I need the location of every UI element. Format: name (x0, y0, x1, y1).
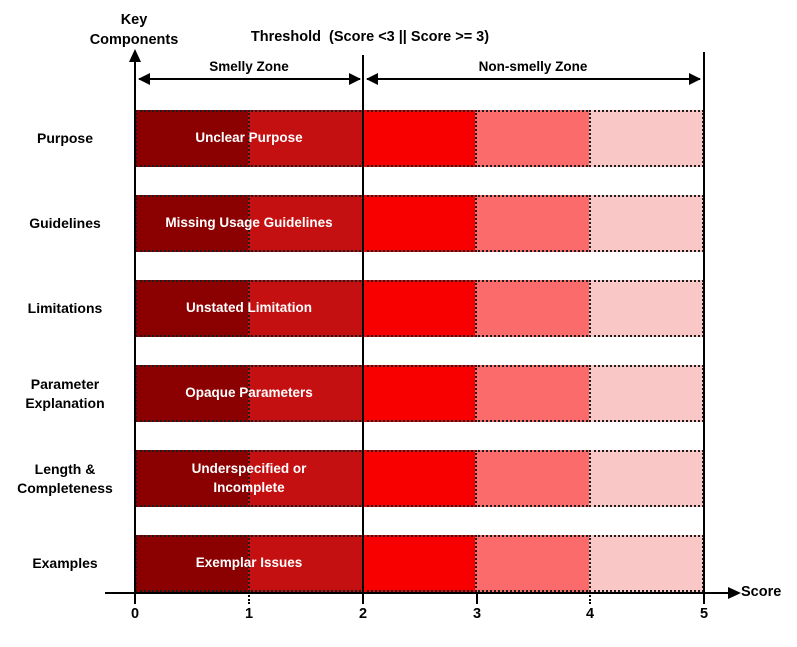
tick-5 (703, 592, 705, 604)
bar-segment-score-1-2 (248, 365, 364, 422)
bar-segment-score-0-1 (135, 365, 251, 422)
arrow-left-icon (138, 73, 150, 85)
smell-label-examples: Exemplar Issues (195, 555, 303, 571)
tick-label-3: 3 (472, 606, 482, 622)
tick-label-1: 1 (244, 606, 254, 622)
bar-segment-score-1-2 (248, 535, 364, 592)
component-label-limitations: Limitations (27, 300, 103, 317)
component-label-examples: Examples (32, 555, 98, 572)
smell-label-length-completeness: Underspecified or Incomplete (191, 460, 307, 495)
right-boundary-line (703, 52, 705, 594)
bar-purpose: Unclear Purpose (135, 110, 705, 167)
bar-segment-score-0-1 (135, 110, 251, 167)
tick-label-5: 5 (699, 606, 709, 622)
component-label-parameter-explanation: Parameter Explanation (25, 375, 105, 411)
bar-segment-score-2-3 (361, 535, 478, 592)
bar-segment-score-3-4 (475, 195, 591, 252)
x-axis-title: Score (741, 584, 782, 600)
tick-label-4: 4 (585, 606, 595, 622)
bar-segment-score-4-5 (588, 450, 705, 507)
bar-segment-score-3-4 (475, 365, 591, 422)
arrow-right-icon (349, 73, 361, 85)
bar-segment-score-4-5 (588, 365, 705, 422)
tick-1 (248, 592, 250, 604)
tick-2 (362, 592, 364, 604)
tick-0 (134, 592, 136, 604)
tick-label-0: 0 (130, 606, 140, 622)
x-axis-arrow-icon (728, 587, 741, 599)
bar-segment-score-3-4 (475, 450, 591, 507)
tick-3 (476, 592, 478, 604)
component-label-purpose: Purpose (36, 130, 93, 147)
bar-segment-score-2-3 (361, 110, 478, 167)
bar-segment-score-0-1 (135, 280, 251, 337)
bar-segment-score-2-3 (361, 195, 478, 252)
smell-label-guidelines: Missing Usage Guidelines (165, 215, 333, 231)
tick-4 (589, 592, 591, 604)
bar-segment-score-4-5 (588, 280, 705, 337)
smell-label-parameter-explanation: Opaque Parameters (185, 385, 313, 401)
bar-segment-score-4-5 (588, 535, 705, 592)
smelly-zone-arrow (138, 73, 361, 85)
smell-label-limitations: Unstated Limitation (185, 300, 312, 316)
component-label-guidelines: Guidelines (29, 215, 101, 232)
bar-segment-score-2-3 (361, 280, 478, 337)
bar-segment-score-3-4 (475, 280, 591, 337)
bar-segment-score-3-4 (475, 535, 591, 592)
threshold-title: Threshold (Score <3 || Score >= 3) (250, 29, 490, 45)
bar-parameter-explanation: Opaque Parameters (135, 365, 705, 422)
bar-segment-score-3-4 (475, 110, 591, 167)
smelly-zone-label: Smelly Zone (209, 59, 289, 74)
bar-segment-score-0-1 (135, 195, 251, 252)
bar-segment-score-0-1 (135, 535, 251, 592)
y-axis-line (134, 58, 136, 594)
bar-guidelines: Missing Usage Guidelines (135, 195, 705, 252)
smell-label-purpose: Unclear Purpose (195, 130, 303, 146)
bar-segment-score-4-5 (588, 110, 705, 167)
component-label-length-completeness: Length & Completeness (17, 460, 113, 496)
bar-examples: Exemplar Issues (135, 535, 705, 592)
non-smelly-zone-label: Non-smelly Zone (478, 59, 588, 74)
bar-segment-score-4-5 (588, 195, 705, 252)
bar-limitations: Unstated Limitation (135, 280, 705, 337)
bar-segment-score-1-2 (248, 280, 364, 337)
bar-length-completeness: Underspecified or Incomplete (135, 450, 705, 507)
bar-segment-score-2-3 (361, 365, 478, 422)
bar-segment-score-1-2 (248, 195, 364, 252)
y-axis-arrow-icon (129, 49, 141, 62)
arrow-left-icon (366, 73, 378, 85)
arrow-right-icon (689, 73, 701, 85)
bar-segment-score-2-3 (361, 450, 478, 507)
threshold-line (362, 55, 364, 594)
non-smelly-zone-arrow (366, 73, 701, 85)
y-axis-title: Key Components (89, 12, 179, 48)
x-axis-line (105, 592, 731, 594)
tick-label-2: 2 (358, 606, 368, 622)
bar-segment-score-0-1 (135, 450, 251, 507)
